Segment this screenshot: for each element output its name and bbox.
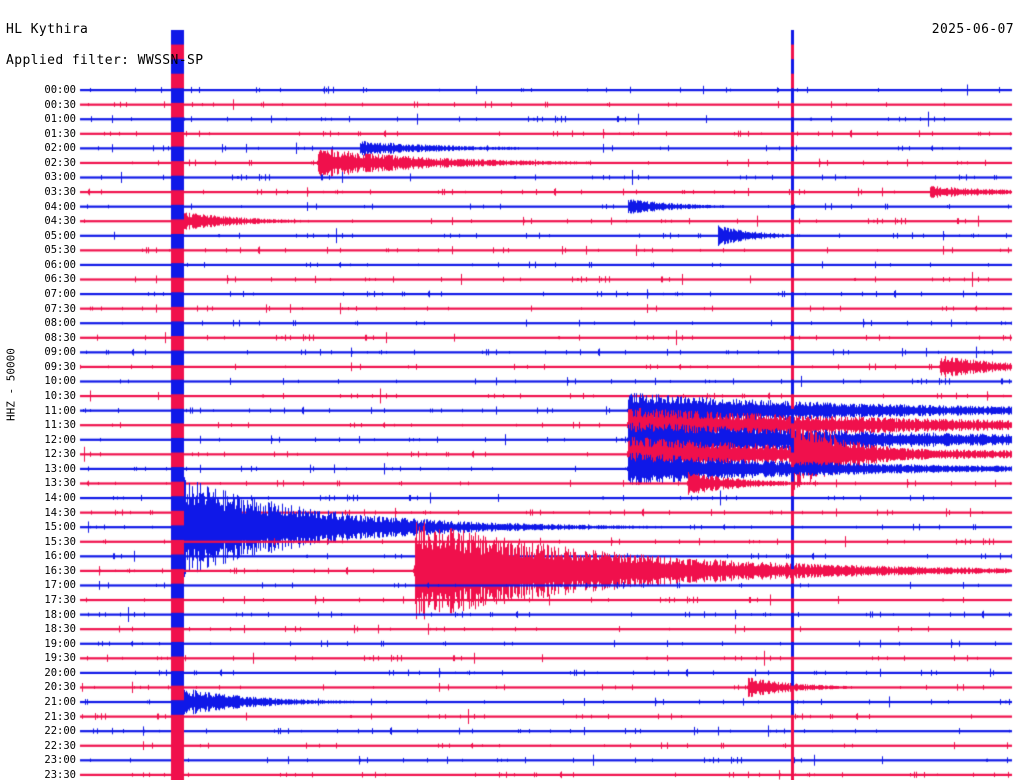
time-tick-label: 17:00 — [44, 579, 76, 592]
time-tick-label: 20:30 — [44, 681, 76, 694]
time-tick-label: 07:30 — [44, 302, 76, 315]
time-tick-label: 08:30 — [44, 331, 76, 344]
time-tick-label: 23:00 — [44, 754, 76, 767]
time-tick-label: 07:00 — [44, 287, 76, 300]
time-tick-label: 06:00 — [44, 258, 76, 271]
time-tick-label: 09:30 — [44, 360, 76, 373]
time-tick-label: 14:00 — [44, 491, 76, 504]
applied-filter-label: Applied filter: WWSSN-SP — [6, 53, 204, 68]
station-name-label: HL Kythira — [6, 22, 89, 37]
time-tick-label: 22:30 — [44, 739, 76, 752]
time-tick-label: 14:30 — [44, 506, 76, 519]
time-tick-label: 04:00 — [44, 200, 76, 213]
time-tick-label: 21:30 — [44, 710, 76, 723]
time-tick-label: 19:30 — [44, 652, 76, 665]
time-tick-label: 10:00 — [44, 375, 76, 388]
time-tick-label: 16:00 — [44, 550, 76, 563]
time-tick-label: 02:30 — [44, 156, 76, 169]
date-label: 2025-06-07 — [931, 22, 1014, 37]
time-tick-label: 05:30 — [44, 244, 76, 257]
time-tick-label: 12:30 — [44, 448, 76, 461]
time-tick-label: 11:00 — [44, 404, 76, 417]
time-tick-label: 10:30 — [44, 389, 76, 402]
time-tick-label: 20:00 — [44, 666, 76, 679]
time-tick-label: 13:30 — [44, 477, 76, 490]
time-tick-label: 02:00 — [44, 142, 76, 155]
time-tick-label: 21:00 — [44, 695, 76, 708]
time-tick-label: 11:30 — [44, 419, 76, 432]
time-tick-label: 18:00 — [44, 608, 76, 621]
time-tick-label: 15:00 — [44, 521, 76, 534]
time-tick-label: 22:00 — [44, 725, 76, 738]
time-tick-label: 09:00 — [44, 346, 76, 359]
time-tick-label: 04:30 — [44, 215, 76, 228]
time-tick-label: 13:00 — [44, 462, 76, 475]
time-axis-tick-column: 00:00 00:30 01:00 01:30 02:00 02:30 03:00 03:30… — [0, 0, 76, 780]
time-tick-label: 00:00 — [44, 84, 76, 96]
time-tick-label: 03:00 — [44, 171, 76, 184]
time-tick-label: 15:30 — [44, 535, 76, 548]
time-tick-label: 05:00 — [44, 229, 76, 242]
time-tick-label: 23:30 — [44, 768, 76, 781]
time-tick-label: 00:30 — [44, 98, 76, 111]
time-tick-label: 03:30 — [44, 185, 76, 198]
time-tick-label: 19:00 — [44, 637, 76, 650]
time-tick-label: 17:30 — [44, 593, 76, 606]
time-tick-label: 01:00 — [44, 113, 76, 126]
time-tick-label: 06:30 — [44, 273, 76, 286]
time-tick-label: 12:00 — [44, 433, 76, 446]
time-tick-label: 01:30 — [44, 127, 76, 140]
time-tick-label: 16:30 — [44, 564, 76, 577]
time-tick-label: 18:30 — [44, 623, 76, 636]
time-tick-label: 08:00 — [44, 317, 76, 330]
